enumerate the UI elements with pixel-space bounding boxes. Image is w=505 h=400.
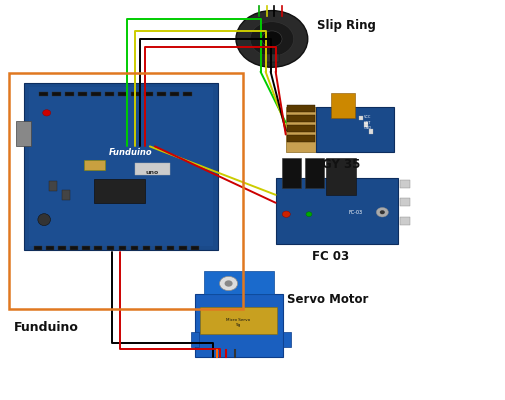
Bar — [105, 92, 114, 96]
Bar — [285, 107, 316, 152]
Text: GY 35: GY 35 — [322, 158, 360, 171]
Bar — [82, 246, 90, 250]
Bar — [39, 92, 48, 96]
Bar — [52, 92, 61, 96]
Text: VCC
OUT
GND: VCC OUT GND — [363, 116, 371, 130]
Bar — [326, 158, 355, 194]
Circle shape — [42, 110, 50, 116]
Bar — [287, 136, 315, 142]
Bar — [49, 181, 57, 191]
Circle shape — [224, 280, 232, 287]
Text: FC-03: FC-03 — [348, 210, 362, 215]
Ellipse shape — [38, 214, 50, 226]
Circle shape — [379, 210, 384, 214]
Bar — [94, 179, 144, 203]
Bar — [316, 107, 393, 152]
Bar — [155, 246, 162, 250]
Bar — [359, 116, 363, 120]
Bar — [399, 198, 409, 206]
Bar — [130, 92, 139, 96]
Bar — [195, 294, 283, 357]
Bar — [199, 307, 276, 334]
Bar — [84, 160, 105, 170]
Bar — [287, 125, 315, 132]
Bar — [167, 246, 174, 250]
Bar — [46, 246, 54, 250]
Bar — [117, 92, 126, 96]
Bar — [183, 92, 192, 96]
Bar — [62, 190, 70, 200]
Circle shape — [282, 211, 290, 217]
Bar — [170, 92, 179, 96]
Bar — [275, 178, 397, 244]
Bar — [17, 121, 30, 146]
Bar — [264, 54, 279, 62]
Bar — [118, 246, 126, 250]
Circle shape — [376, 208, 388, 217]
Text: Funduino: Funduino — [14, 321, 79, 334]
Bar — [191, 246, 198, 250]
Text: Micro Servo
9g: Micro Servo 9g — [226, 318, 250, 327]
Bar — [287, 105, 315, 112]
Text: Funduino: Funduino — [109, 148, 152, 157]
Circle shape — [306, 212, 312, 216]
Bar — [330, 93, 354, 118]
Bar — [204, 271, 274, 294]
Bar — [282, 158, 300, 188]
Bar — [157, 92, 166, 96]
Text: uno: uno — [145, 170, 159, 174]
Bar — [58, 246, 66, 250]
Bar — [142, 246, 150, 250]
Bar — [364, 122, 368, 127]
Bar — [283, 332, 290, 347]
Text: Servo Motor: Servo Motor — [286, 293, 367, 306]
Circle shape — [235, 11, 307, 67]
Text: FC 03: FC 03 — [311, 250, 348, 263]
Bar — [134, 163, 170, 174]
Bar — [65, 92, 74, 96]
Bar — [34, 246, 41, 250]
Bar — [305, 158, 323, 188]
Text: Slip Ring: Slip Ring — [316, 19, 375, 32]
Bar — [78, 92, 87, 96]
Bar — [369, 129, 373, 134]
Bar — [130, 246, 138, 250]
Bar — [29, 87, 212, 246]
Bar — [399, 217, 409, 225]
Bar — [399, 180, 409, 188]
Bar — [191, 332, 198, 347]
Circle shape — [249, 22, 293, 56]
Bar — [143, 92, 153, 96]
Circle shape — [219, 276, 237, 291]
Bar — [94, 246, 102, 250]
Bar — [24, 83, 217, 250]
Bar — [70, 246, 78, 250]
Bar — [179, 246, 186, 250]
Bar — [9, 73, 242, 309]
Bar — [107, 246, 114, 250]
Bar — [287, 115, 315, 122]
Bar — [91, 92, 100, 96]
Circle shape — [261, 31, 281, 47]
